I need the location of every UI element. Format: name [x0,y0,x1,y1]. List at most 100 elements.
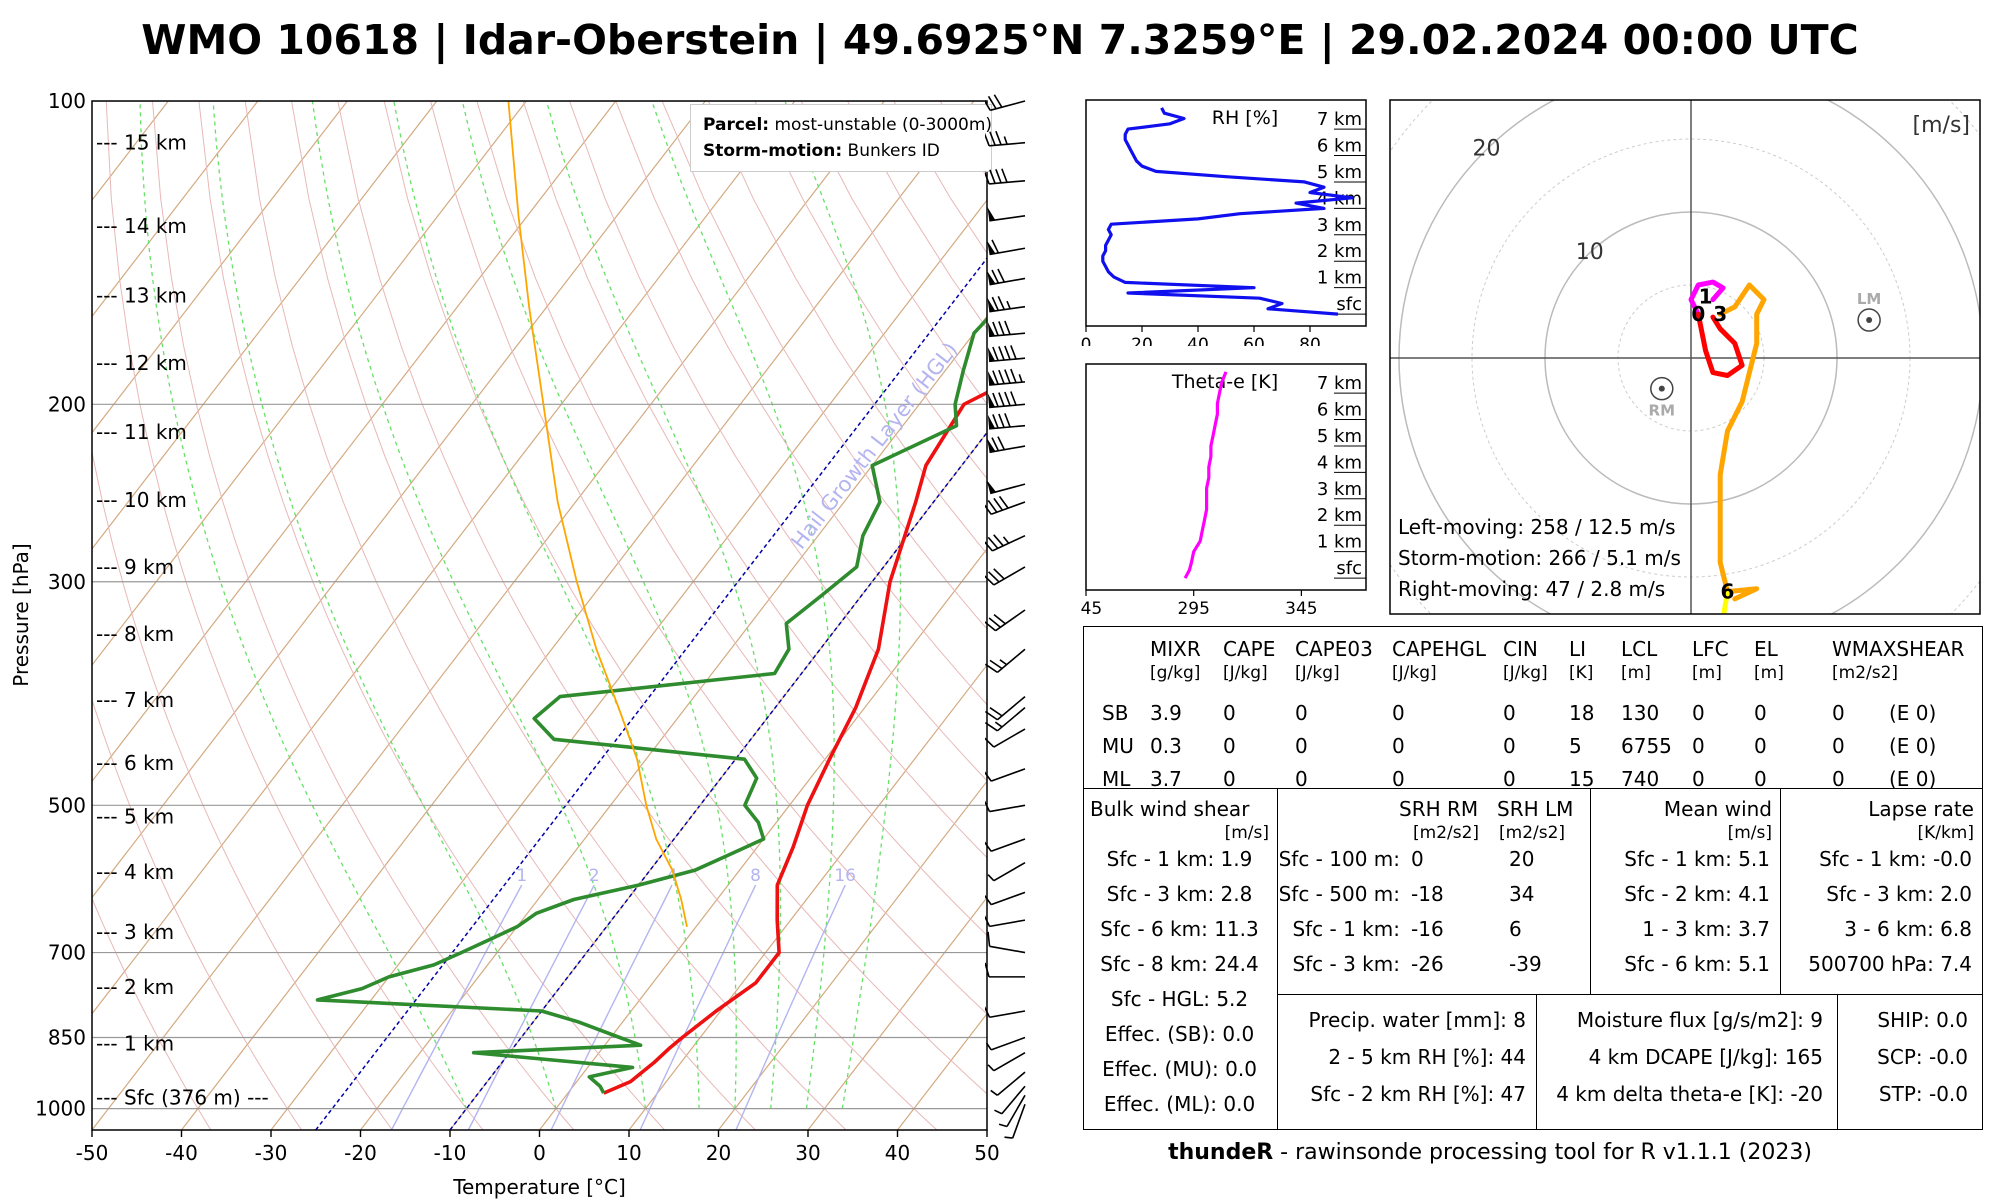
hodo-height-label: 3 [1713,302,1727,326]
wind-barb [994,1085,1026,1115]
isotherm-line [807,896,987,1130]
wind-barb-full [1004,413,1011,428]
theta-e-title: Theta-e [K] [1171,371,1278,393]
srh-row-label: Sfc - 100 m: [1278,847,1400,871]
mixing-ratio-label: 2 [589,866,600,886]
theta-e-km-label: 6 km [1317,400,1362,421]
wind-barb-shaft [990,838,1026,853]
wind-barb [985,168,1026,185]
height-label: --- 12 km [96,351,187,375]
wind-barb-half [1006,300,1011,310]
rh-title: RH [%] [1212,107,1278,129]
skewt-frame [91,100,988,1131]
wind-barb-shaft [989,357,1026,363]
wind-barb-full [993,497,1004,511]
pressure-tick-label: 850 [48,1026,86,1050]
wind-barb [985,94,1026,112]
wind-barb-full [991,239,1000,254]
wind-barb [985,130,1026,147]
param-header: LFC [1692,637,1729,661]
height-label: --- 1 km [96,1032,174,1056]
height-label: --- 10 km [96,488,187,512]
height-label: --- 15 km [96,131,187,155]
mean-wind-unit: [m/s] [1727,823,1772,843]
wind-barb-full [1010,345,1017,360]
wind-barb-shaft [996,707,1026,732]
shear-row: Sfc - 6 km: 11.3 [1100,917,1259,941]
srh-rm-unit: [m2/s2] [1413,823,1480,843]
height-label: --- 7 km [96,688,174,712]
composite-row: SHIP: 0.0 [1877,1008,1968,1032]
rh-x-tick-label: 40 [1187,335,1209,346]
wind-barb-flag [987,270,996,285]
wind-barb-flag [987,393,996,408]
param-value: 18 [1569,701,1595,725]
composite-row: STP: -0.0 [1878,1082,1968,1106]
shear-row: Sfc - 1 km: 1.9 [1106,847,1253,871]
wind-barb-shaft [989,945,1026,954]
wind-barb-shaft [996,1071,1026,1096]
isotherm-line [92,101,527,667]
isotherm-line [92,101,706,899]
wind-barb-full [995,130,1002,146]
shear-table: Bulk wind shear [m/s] Sfc - 1 km: 1.9 Sfc… [1083,788,1278,1130]
wind-barb-full [989,131,996,146]
hodo-plot-area [1390,100,1980,614]
wind-barb-shaft [990,891,1026,906]
wind-barb [987,295,1026,313]
param-unit: [J/kg] [1392,663,1437,683]
pressure-tick-label: 200 [48,392,86,416]
wind-barb-full [985,621,997,632]
wind-barb-full [992,346,999,361]
hodo-height-label: 1 [1699,285,1713,309]
wind-barb-shaft [996,648,1026,673]
wind-barb [998,1094,1026,1128]
wind-barb-full [985,962,990,978]
param-header: MIXR [1150,637,1201,661]
srh-rm-header: SRH RM [1399,797,1479,821]
wind-barb [985,495,1026,516]
param-value: 0 [1295,734,1308,758]
param-value: 15 [1569,767,1595,791]
storm-motion-label: Storm-motion: [703,141,843,161]
wind-barb-full [1001,168,1008,183]
pressure-tick-label: 500 [48,793,86,817]
param-value: 0 [1223,734,1236,758]
moist-adiabat-line [139,101,467,1109]
wind-barb [985,768,1026,782]
isotherm-line [92,101,796,1015]
mixing-ratio-line [550,884,673,1130]
wind-barb [987,931,1026,954]
wind-barb [985,838,1026,853]
rh-km-label: 2 km [1317,241,1362,262]
theta-e-x-tick-label: 295 [1177,599,1209,619]
bunkers-marker-dot [1866,317,1873,324]
wind-barb [986,479,1026,495]
param-extra: (E 0) [1889,734,1937,758]
theta-e-chart: 7 km 6 km 5 km 4 km 3 km 2 km 1 km sfc Theta-e [… [1080,363,1367,619]
param-unit: [g/kg] [1150,663,1201,683]
param-value: 0 [1392,701,1405,725]
wind-barb-full [993,534,1004,547]
shear-row: Sfc - 8 km: 24.4 [1100,952,1259,976]
wind-barb-flag [987,297,996,312]
moisture-row: Precip. water [mm]: 8 [1308,1008,1527,1032]
shear-row: Effec. (ML): 0.0 [1103,1092,1256,1116]
wind-barb-shaft [993,1052,1026,1072]
rh-km-label: 6 km [1317,136,1362,157]
parcel-profile-line [507,101,688,927]
wind-barb [985,962,1025,978]
wind-barb-full [987,95,997,110]
dry-adiabat-line [476,101,987,937]
footer-description: - rawinsonde processing tool for R v1.1.… [1273,1140,1812,1165]
wind-barb-full [989,707,1003,717]
wind-barb-full [1004,320,1011,335]
param-header: CAPE03 [1295,637,1373,661]
hgl-label: Hail Growth Layer (HGL) [787,338,963,554]
dry-adiabat-line [569,101,987,782]
wind-barb [987,239,1026,256]
dry-adiabat-line [92,449,393,1130]
temperature-tick-label: 0 [533,1141,546,1165]
shear-row: Sfc - HGL: 5.2 [1110,987,1249,1011]
